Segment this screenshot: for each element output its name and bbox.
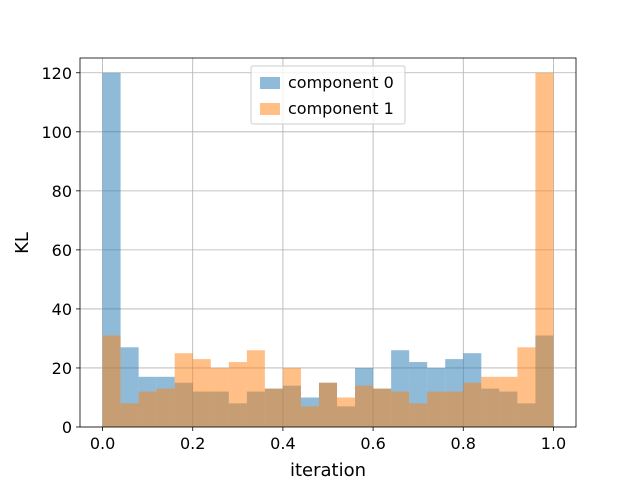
plot-frame xyxy=(79,57,577,428)
bar-series-1-bin-14 xyxy=(355,385,374,427)
bar-series-1-bin-1 xyxy=(120,403,139,427)
bar-series-1-bin-6 xyxy=(210,367,229,427)
y-tick-label: 120 xyxy=(41,64,72,83)
bar-series-1-bin-10 xyxy=(282,367,301,427)
bar-series-1-bin-11 xyxy=(300,406,319,427)
legend-label-0: component 0 xyxy=(288,73,394,92)
bar-series-1-bin-0 xyxy=(102,335,121,427)
x-tick-label: 0.0 xyxy=(90,434,115,453)
bar-series-1-bin-13 xyxy=(337,397,356,427)
legend-swatch-0 xyxy=(260,77,280,89)
x-axis-label: iteration xyxy=(290,460,366,480)
x-tick-label: 0.2 xyxy=(180,434,205,453)
bar-series-1-bin-22 xyxy=(499,376,518,427)
legend: component 0 component 1 xyxy=(250,65,406,125)
bar-series-1-bin-23 xyxy=(517,347,536,427)
y-axis-label: KL xyxy=(12,232,33,254)
y-tick-label: 100 xyxy=(41,123,72,142)
y-tick-label: 60 xyxy=(52,241,72,260)
bar-series-1-bin-8 xyxy=(246,350,265,427)
y-tick-label: 0 xyxy=(62,418,72,437)
bar-series-1-bin-18 xyxy=(427,391,446,427)
y-tick-label: 20 xyxy=(52,359,72,378)
x-tick-label: 0.4 xyxy=(270,434,295,453)
legend-box xyxy=(250,65,406,125)
bar-series-1-bin-21 xyxy=(481,376,500,427)
legend-label-1: component 1 xyxy=(288,99,394,118)
x-tick-label: 0.8 xyxy=(451,434,476,453)
bar-series-1-bin-7 xyxy=(228,362,247,427)
axis-ticks: 0.0 0.2 0.4 0.6 0.8 1.0 0 20 40 60 80 100 120 xyxy=(41,64,566,453)
bar-series-1-bin-4 xyxy=(174,353,193,427)
bar-series-1-bin-24 xyxy=(535,72,554,427)
bar-series-1-bin-2 xyxy=(138,391,157,427)
bar-series-1-bin-3 xyxy=(156,388,175,427)
bar-series-1-bin-5 xyxy=(192,359,211,427)
bar-series-1-bin-12 xyxy=(318,382,338,427)
x-tick-label: 0.6 xyxy=(360,434,385,453)
bar-series-1-bin-17 xyxy=(409,403,428,427)
y-tick-label: 80 xyxy=(52,182,72,201)
y-tick-label: 40 xyxy=(52,300,72,319)
bar-series-1-bin-20 xyxy=(463,382,482,427)
x-tick-label: 1.0 xyxy=(541,434,566,453)
bar-series-1-bin-9 xyxy=(264,388,283,427)
bar-series-1-bin-16 xyxy=(391,391,410,427)
legend-swatch-1 xyxy=(260,103,280,115)
bar-series-1-bin-19 xyxy=(445,391,464,427)
bar-series-1-bin-15 xyxy=(373,388,392,427)
histogram-bars xyxy=(102,72,554,427)
